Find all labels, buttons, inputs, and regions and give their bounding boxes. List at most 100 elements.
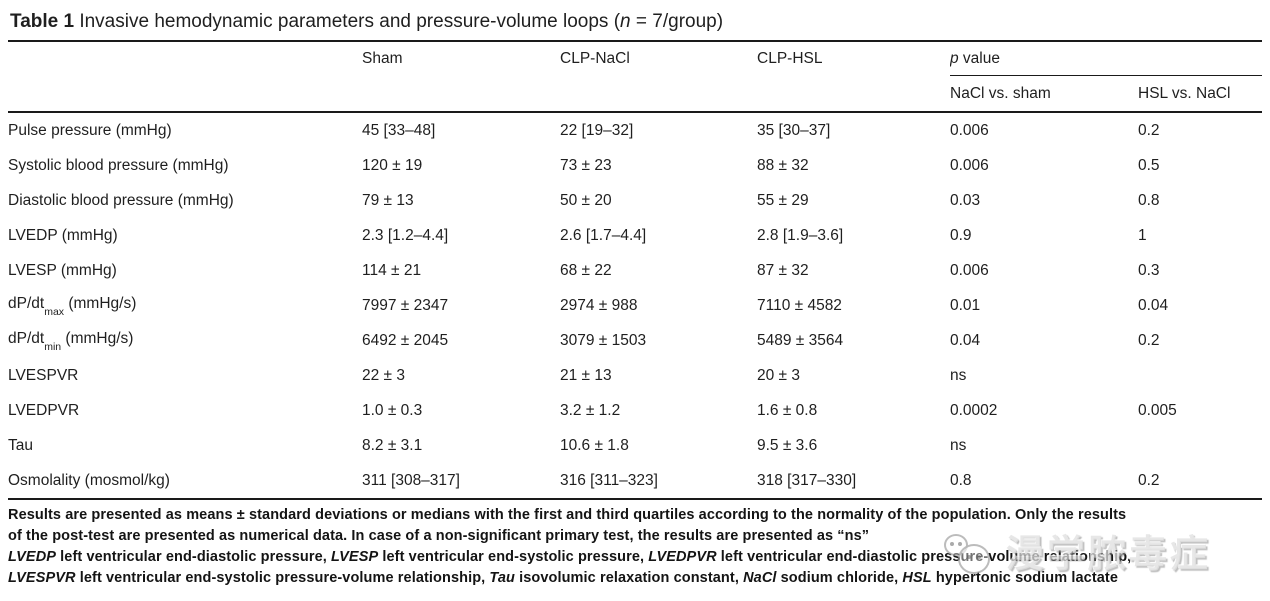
row-label: Osmolality (mosmol/kg) <box>8 471 170 489</box>
table-footnote: Results are presented as means ± standar… <box>8 505 1262 589</box>
row-label-subscript: max <box>44 305 65 318</box>
subheader-empty-1 <box>8 76 362 113</box>
cell-value: 73 ± 23 <box>560 156 612 174</box>
row-label: LVESP (mmHg) <box>8 261 117 279</box>
hemodynamic-parameters-table: Sham CLP-NaCl CLP-HSL p value NaCl vs. s… <box>8 42 1262 500</box>
cell-value: 22 [19–32] <box>560 121 634 139</box>
subheader-empty-2 <box>362 76 560 113</box>
cell-value: 2.6 [1.7–4.4] <box>560 226 647 244</box>
header-clp-hsl: CLP-HSL <box>757 49 823 67</box>
row-label: LVEDP (mmHg) <box>8 226 118 244</box>
cell-value <box>1138 428 1262 463</box>
cell-value: 316 [311–323] <box>560 471 658 489</box>
table-header: Sham CLP-NaCl CLP-HSL p value NaCl vs. s… <box>8 42 1262 112</box>
cell-value: ns <box>950 366 967 384</box>
table-row: Osmolality (mosmol/kg) 311 [308–317] 316 [… <box>8 463 1262 499</box>
cell-value: 0.2 <box>1138 121 1160 139</box>
row-label: LVESPVR <box>8 366 79 384</box>
cell-value: 1 <box>1138 226 1147 244</box>
table-row: dP/dtmax (mmHg/s) 7997 ± 2347 2974 ± 988 71… <box>8 288 1262 323</box>
cell-value: 0.04 <box>1138 296 1169 314</box>
cell-value: 3079 ± 1503 <box>560 331 647 349</box>
row-label: dP/dtmin (mmHg/s) <box>8 330 134 353</box>
cell-value: 10.6 ± 1.8 <box>560 436 629 454</box>
p-value-rest: value <box>958 49 1000 67</box>
cell-value: 22 ± 3 <box>362 366 405 384</box>
row-label-subscript: min <box>44 340 62 353</box>
cell-value: 0.5 <box>1138 156 1160 174</box>
cell-value: 0.03 <box>950 191 981 209</box>
footnote-line: Results are presented as means ± standar… <box>8 507 1127 523</box>
cell-value: 3.2 ± 1.2 <box>560 401 621 419</box>
header-sham: Sham <box>362 49 403 67</box>
cell-value: 8.2 ± 3.1 <box>362 436 423 454</box>
cell-value: 311 [308–317] <box>362 471 460 489</box>
cell-value: 55 ± 29 <box>757 191 809 209</box>
cell-value: 0.8 <box>950 471 972 489</box>
subheader-empty-3 <box>560 76 757 113</box>
cell-value: 0.2 <box>1138 331 1160 349</box>
cell-value: 0.3 <box>1138 261 1160 279</box>
cell-value: 0.8 <box>1138 191 1160 209</box>
row-label: Tau <box>8 436 33 454</box>
table-row: Pulse pressure (mmHg) 45 [33–48] 22 [19–32… <box>8 112 1262 148</box>
footnote-line: of the post-test are presented as numeri… <box>8 528 870 544</box>
header-p-value: p value <box>950 42 1262 76</box>
table-row: Tau 8.2 ± 3.1 10.6 ± 1.8 9.5 ± 3.6 ns <box>8 428 1262 463</box>
cell-value: 0.9 <box>950 226 972 244</box>
table-row: LVESP (mmHg) 114 ± 21 68 ± 22 87 ± 32 0.006 0… <box>8 253 1262 288</box>
cell-value: 1.6 ± 0.8 <box>757 401 818 419</box>
cell-value: 87 ± 32 <box>757 261 809 279</box>
subheader-nacl-vs-sham: NaCl vs. sham <box>950 84 1051 102</box>
header-empty-cell <box>8 42 362 76</box>
cell-value: 318 [317–330] <box>757 471 857 489</box>
table-number: Table 1 <box>10 11 75 32</box>
cell-value: 2.3 [1.2–4.4] <box>362 226 449 244</box>
cell-value: 5489 ± 3564 <box>757 331 844 349</box>
subheader-hsl-vs-nacl: HSL vs. NaCl <box>1138 84 1231 102</box>
header-clp-nacl: CLP-NaCl <box>560 49 630 67</box>
cell-value <box>1138 358 1262 393</box>
table-row: LVEDP (mmHg) 2.3 [1.2–4.4] 2.6 [1.7–4.4] 2.… <box>8 218 1262 253</box>
table-title-text: Invasive hemodynamic parameters and pres… <box>74 11 621 32</box>
cell-value: 2974 ± 988 <box>560 296 638 314</box>
table-title: Table 1 Invasive hemodynamic parameters … <box>8 0 1262 42</box>
cell-value: 0.006 <box>950 156 989 174</box>
cell-value: 0.0002 <box>950 401 998 419</box>
cell-value: 120 ± 19 <box>362 156 423 174</box>
table-row: Diastolic blood pressure (mmHg) 79 ± 13 50… <box>8 183 1262 218</box>
table-row: dP/dtmin (mmHg/s) 6492 ± 2045 3079 ± 1503 5… <box>8 323 1262 358</box>
cell-value: 88 ± 32 <box>757 156 809 174</box>
row-label: LVEDPVR <box>8 401 80 419</box>
table-row: Systolic blood pressure (mmHg) 120 ± 19 73… <box>8 148 1262 183</box>
cell-value: 6492 ± 2045 <box>362 331 449 349</box>
table-body: Pulse pressure (mmHg) 45 [33–48] 22 [19–32… <box>8 112 1262 499</box>
p-value-italic-p: p <box>950 49 959 67</box>
cell-value: 68 ± 22 <box>560 261 612 279</box>
row-label: Diastolic blood pressure (mmHg) <box>8 191 234 209</box>
cell-value: 9.5 ± 3.6 <box>757 436 818 454</box>
footnote-line: LVESPVR left ventricular end-systolic pr… <box>8 570 1119 586</box>
subheader-empty-4 <box>757 76 950 113</box>
cell-value: 0.01 <box>950 296 981 314</box>
cell-value: 20 ± 3 <box>757 366 800 384</box>
table-row: LVESPVR 22 ± 3 21 ± 13 20 ± 3 ns <box>8 358 1262 393</box>
table-title-tail: = 7/group) <box>630 11 724 32</box>
title-n-italic: n <box>620 11 631 32</box>
cell-value: 0.005 <box>1138 401 1177 419</box>
row-label: dP/dtmax (mmHg/s) <box>8 295 137 318</box>
cell-value: 0.04 <box>950 331 981 349</box>
footnote-line: LVEDP left ventricular end-diastolic pre… <box>8 549 1132 565</box>
cell-value: 0.006 <box>950 121 989 139</box>
cell-value: 0.2 <box>1138 471 1160 489</box>
table-row: LVEDPVR 1.0 ± 0.3 3.2 ± 1.2 1.6 ± 0.8 0.0002… <box>8 393 1262 428</box>
cell-value: 2.8 [1.9–3.6] <box>757 226 844 244</box>
cell-value: 50 ± 20 <box>560 191 612 209</box>
row-label: Systolic blood pressure (mmHg) <box>8 156 229 174</box>
cell-value: ns <box>950 436 967 454</box>
cell-value: 45 [33–48] <box>362 121 436 139</box>
cell-value: 35 [30–37] <box>757 121 831 139</box>
row-label: Pulse pressure (mmHg) <box>8 121 172 139</box>
cell-value: 7997 ± 2347 <box>362 296 449 314</box>
